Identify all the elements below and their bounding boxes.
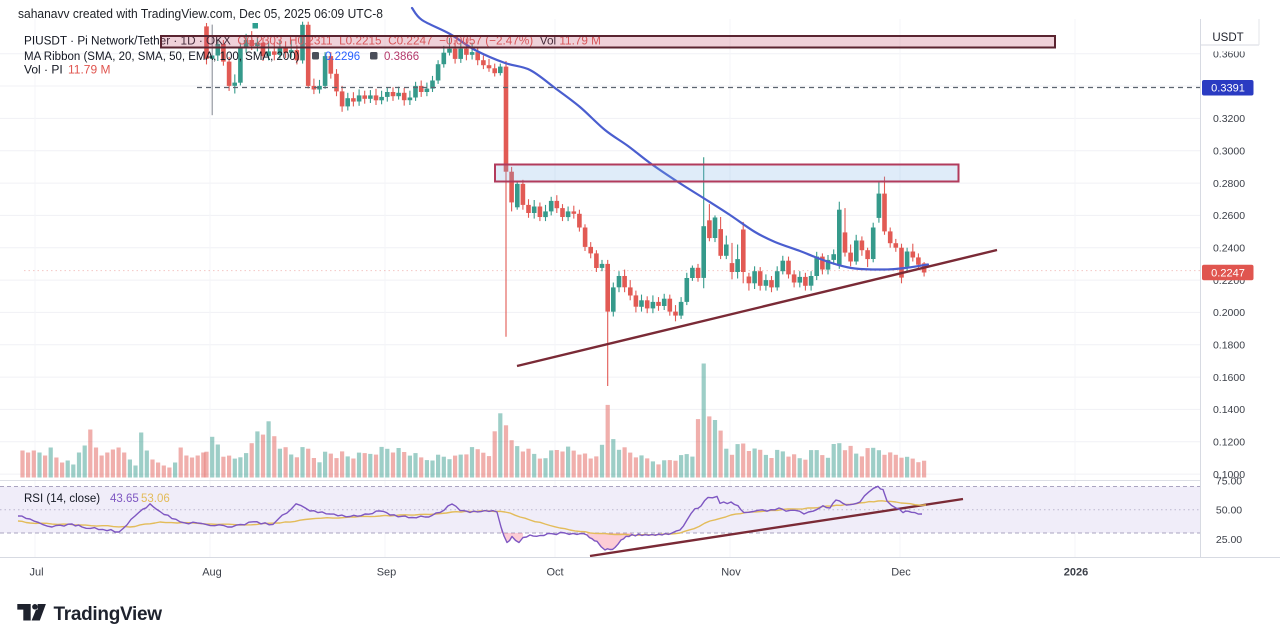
svg-text:0.1600: 0.1600 [1213, 372, 1245, 384]
svg-text:Sep: Sep [377, 567, 397, 579]
svg-text:RSI (14, close): RSI (14, close) [24, 493, 100, 505]
svg-text:USDT: USDT [1212, 32, 1243, 44]
svg-text:0.2800: 0.2800 [1213, 178, 1245, 190]
svg-text:0.3391: 0.3391 [1211, 83, 1245, 95]
svg-text:25.00: 25.00 [1216, 534, 1242, 546]
svg-text:75.00: 75.00 [1216, 476, 1242, 488]
svg-text:0.2400: 0.2400 [1213, 243, 1245, 255]
svg-text:0.3000: 0.3000 [1213, 146, 1245, 158]
svg-text:2026: 2026 [1064, 567, 1088, 579]
svg-text:0.2000: 0.2000 [1213, 307, 1245, 319]
svg-text:0.2247: 0.2247 [1211, 267, 1245, 279]
svg-text:0.2600: 0.2600 [1213, 210, 1245, 222]
svg-text:sahanavv created with TradingV: sahanavv created with TradingView.com, D… [18, 6, 383, 21]
svg-text:Vol · PI: Vol · PI [24, 63, 63, 77]
svg-text:0.1800: 0.1800 [1213, 340, 1245, 352]
svg-text:43.65: 43.65 [110, 493, 139, 505]
svg-text:Nov: Nov [721, 567, 741, 579]
svg-text:0.1200: 0.1200 [1213, 437, 1245, 449]
svg-text:0.3200: 0.3200 [1213, 113, 1245, 125]
svg-text:MA Ribbon (SMA, 20, SMA, 50, E: MA Ribbon (SMA, 20, SMA, 50, EMA, 100, S… [24, 51, 300, 63]
svg-text:Aug: Aug [202, 567, 222, 579]
svg-text:0.1000: 0.1000 [1213, 469, 1245, 481]
svg-text:Dec: Dec [891, 567, 911, 579]
svg-text:0.1400: 0.1400 [1213, 404, 1245, 416]
svg-text:50.00: 50.00 [1216, 505, 1242, 517]
svg-text:0.2296: 0.2296 [325, 51, 360, 63]
svg-text:11.79 M: 11.79 M [68, 63, 110, 77]
svg-text:0.3866: 0.3866 [384, 51, 419, 63]
svg-text:Jul: Jul [29, 567, 43, 579]
svg-text:TradingView: TradingView [54, 604, 163, 625]
svg-text:Oct: Oct [546, 567, 563, 579]
svg-text:53.06: 53.06 [141, 493, 170, 505]
